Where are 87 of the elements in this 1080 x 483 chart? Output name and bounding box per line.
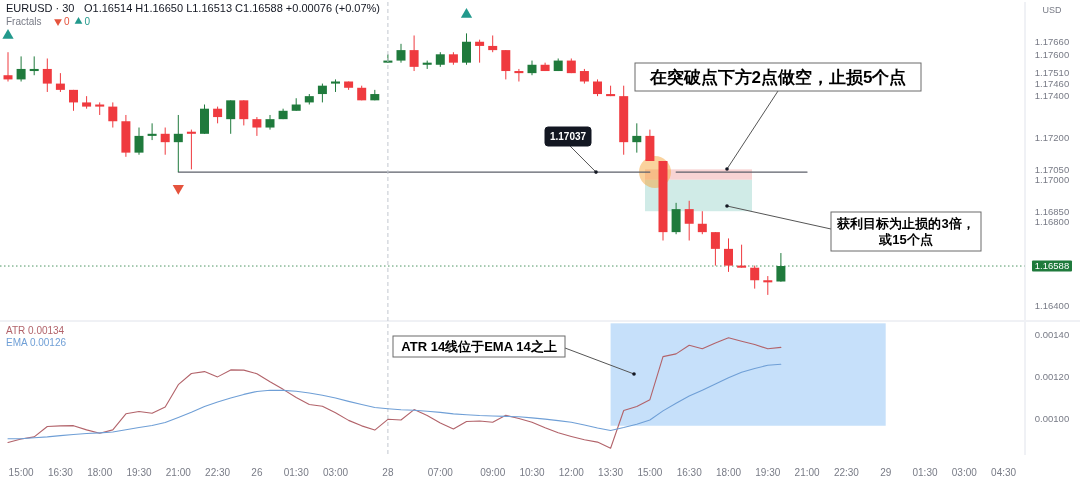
x-tick-label: 16:30: [47, 466, 74, 478]
ref-line-label: 1.16588: [1034, 260, 1070, 272]
point: [2, 28, 14, 39]
x-tick-label: 21:00: [165, 466, 192, 478]
annotation: 获利目标为止损的3倍，或15个点: [836, 215, 975, 248]
x-tick-label: 18:00: [87, 466, 113, 478]
y-tick-label: 1.17000: [1034, 174, 1070, 186]
candlestick: [173, 114, 183, 173]
x-tick-label: 19:30: [126, 466, 152, 478]
y-tick-label: 1.17200: [1034, 132, 1070, 144]
y-tick-label: 1.17600: [1034, 48, 1070, 60]
y-tick-label: 1.17510: [1034, 67, 1070, 79]
y-tick-label: 1.17460: [1034, 77, 1070, 89]
x-tick-label: 04:30: [991, 466, 1017, 478]
candlestick: [160, 127, 170, 156]
candlestick: [55, 72, 65, 93]
legend-title: Fractals: [6, 16, 42, 27]
x-tick-label: 28: [382, 466, 394, 478]
x-tick-label: 09:00: [480, 466, 506, 478]
text: ATR 0.00134: [6, 325, 65, 336]
legend-label: 0: [84, 16, 91, 27]
annotation: 1.17037: [549, 131, 587, 142]
y-tick-label: 1.16800: [1034, 216, 1070, 227]
point: [172, 184, 184, 195]
y-tick-label: 1.17050: [1034, 163, 1070, 175]
line-series: [7, 337, 782, 449]
x-tick-label: 15:00: [8, 466, 35, 478]
candlestick: [409, 34, 419, 72]
candlestick: [396, 43, 406, 64]
y-tick-label: 0.00120: [1034, 371, 1070, 383]
annotation: ATR 14线位于EMA 14之上: [401, 339, 557, 355]
x-tick-label: 21:00: [794, 466, 821, 478]
candlestick: [763, 275, 773, 296]
candlestick: [462, 32, 471, 66]
candlestick: [16, 55, 26, 82]
x-tick-label: 19:30: [755, 466, 781, 478]
x-tick-label: 15:00: [637, 466, 663, 478]
x-tick-label: 16:30: [676, 466, 703, 478]
candlestick: [684, 200, 694, 241]
candlestick: [632, 122, 642, 154]
x-tick-label: 18:00: [715, 466, 742, 478]
chart-subtitle: O1.16514 H1.16650 L1.16513 C1.16588 +0.00076 (+0.07%): [84, 2, 381, 14]
candlestick: [3, 51, 13, 82]
candlestick: [42, 57, 52, 93]
x-tick-label: 01:30: [283, 466, 310, 478]
x-tick-label: 12:00: [558, 466, 585, 478]
x-tick-label: 07:00: [427, 466, 454, 478]
candlestick: [737, 244, 747, 269]
x-tick-label: 22:30: [205, 466, 231, 478]
y-tick-label: 1.16850: [1034, 205, 1070, 217]
legend-label: 0: [64, 16, 70, 27]
y-tick-label: 1.16400: [1034, 299, 1070, 311]
point: [460, 8, 473, 18]
candlestick: [697, 210, 707, 235]
candlestick: [147, 122, 157, 141]
candlestick: [750, 265, 760, 290]
x-tick-label: 01:30: [912, 466, 938, 478]
candlestick: [239, 99, 249, 126]
y-tick-label: 0.00140: [1034, 328, 1070, 340]
candlestick: [671, 202, 681, 235]
candlestick: [134, 127, 144, 156]
candlestick: [475, 39, 485, 64]
candlestick: [186, 129, 196, 170]
line-series: [7, 363, 782, 440]
annotation: 在突破点下方2点做空，止损5个点: [648, 67, 907, 87]
y-tick-label: 0.00100: [1034, 413, 1070, 425]
candlestick: [514, 68, 524, 82]
x-tick-label: 03:00: [322, 466, 349, 478]
candlestick: [108, 101, 118, 129]
candlestick: [226, 99, 236, 135]
candlestick: [252, 116, 262, 137]
x-tick-label: 13:30: [598, 466, 624, 478]
chart-title: EURUSD · 30: [6, 2, 75, 14]
candlestick: [29, 55, 39, 76]
candlestick: [501, 49, 511, 80]
candlestick: [724, 237, 733, 273]
text: EMA 0.00126: [6, 337, 67, 348]
y-tick-label: 1.17400: [1034, 90, 1070, 102]
x-tick-label: 03:00: [951, 466, 978, 478]
x-tick-label: 10:30: [519, 466, 545, 478]
x-tick-label: 22:30: [833, 466, 860, 478]
candlestick: [710, 231, 720, 267]
y-axis-title: USD: [1042, 5, 1062, 15]
x-tick-label: 26: [251, 466, 263, 478]
candlestick: [317, 83, 327, 103]
y-tick-label: 1.17660: [1034, 36, 1070, 48]
x-tick-label: 29: [880, 466, 892, 478]
